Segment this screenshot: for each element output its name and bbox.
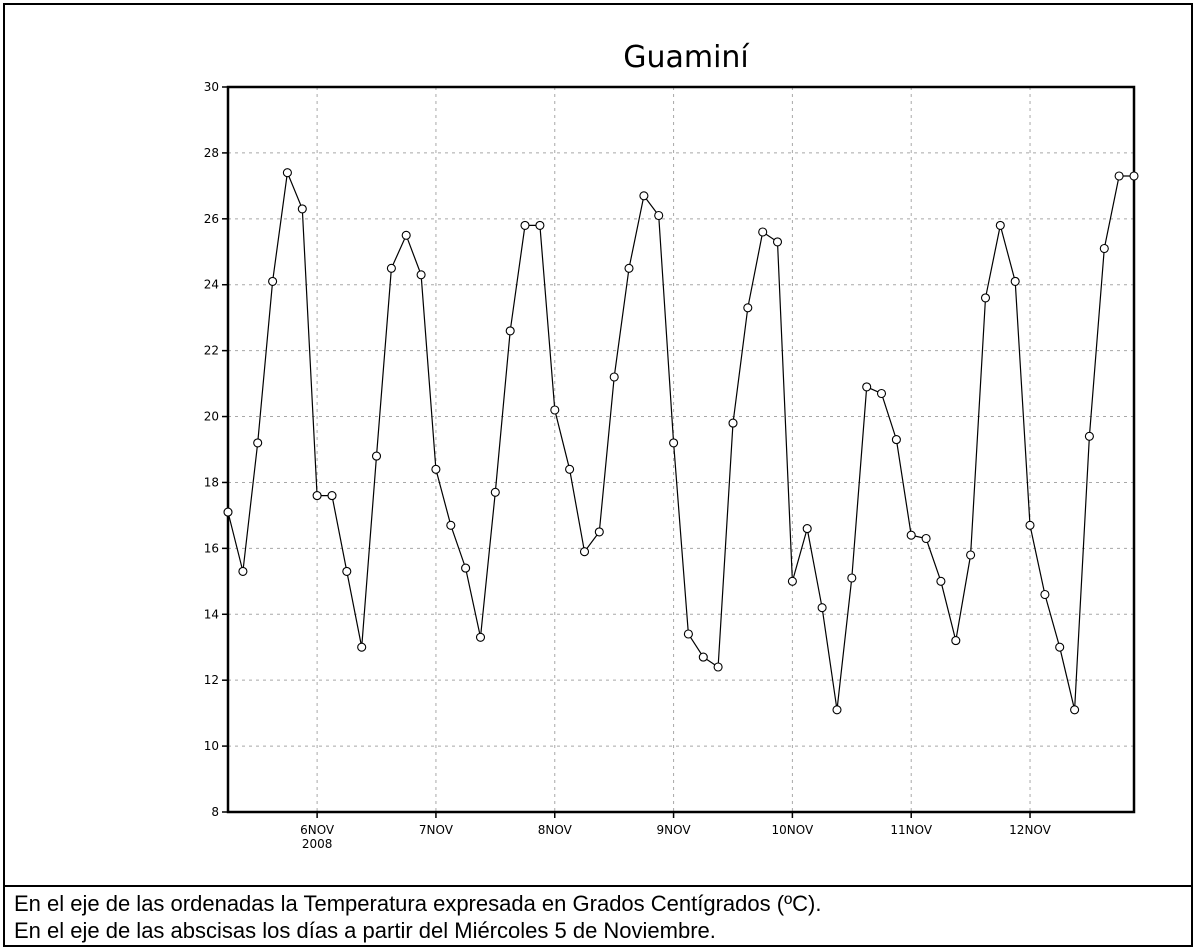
- y-axis-ticks: 8 10 12 14 16 18 20 22 24 26 28 30: [204, 80, 228, 819]
- data-point: [624, 263, 634, 273]
- y-tick-label: 18: [204, 475, 219, 489]
- x-tick-label: 7NOV: [419, 823, 454, 837]
- data-point: [327, 491, 337, 501]
- data-point: [980, 293, 991, 303]
- data-point: [475, 632, 486, 642]
- data-point: [401, 230, 411, 240]
- data-point: [669, 438, 679, 448]
- plot-area-border: [226, 85, 1136, 814]
- data-point: [520, 220, 530, 230]
- data-point: [654, 210, 664, 221]
- data-point: [357, 642, 367, 652]
- data-point: [1114, 171, 1124, 181]
- data-point: [253, 438, 263, 448]
- data-point: [876, 388, 887, 399]
- data-point: [832, 705, 842, 715]
- data-point: [446, 520, 456, 530]
- data-point: [238, 566, 248, 576]
- y-tick-label: 22: [204, 344, 219, 358]
- data-point: [1099, 243, 1109, 254]
- data-point: [906, 530, 916, 540]
- data-point: [282, 168, 292, 178]
- data-point: [951, 636, 961, 646]
- data-point: [1040, 589, 1050, 600]
- caption-line-1: En el eje de las ordenadas la Temperatur…: [14, 891, 822, 916]
- x-tick-label: 9NOV: [657, 823, 692, 837]
- data-point: [639, 191, 649, 201]
- data-point: [698, 652, 708, 662]
- data-point: [1070, 705, 1080, 715]
- y-tick-label: 26: [204, 212, 219, 226]
- data-point: [1084, 431, 1094, 441]
- data-point: [609, 372, 619, 382]
- x-tick-label: 8NOV: [538, 823, 573, 837]
- data-point: [1129, 171, 1139, 181]
- data-point: [1055, 642, 1065, 652]
- data-point: [1025, 520, 1035, 530]
- y-tick-label: 10: [204, 739, 219, 753]
- grid-lines: [228, 87, 1134, 812]
- data-point: [297, 204, 307, 214]
- axes: [226, 85, 1136, 814]
- y-tick-label: 14: [204, 607, 219, 621]
- y-tick-label: 20: [204, 410, 219, 424]
- y-tick-label: 12: [204, 673, 219, 687]
- data-point: [995, 220, 1005, 230]
- y-tick-label: 24: [204, 278, 219, 292]
- data-point: [728, 418, 738, 428]
- caption-line-2: En el eje de las abscisas los días a par…: [14, 918, 716, 943]
- data-point: [312, 491, 322, 501]
- data-point: [743, 303, 753, 313]
- x-tick-label: 11NOV: [890, 823, 932, 837]
- y-tick-label: 30: [204, 80, 219, 94]
- data-point: [594, 527, 604, 537]
- series-group: [223, 168, 1139, 715]
- data-point: [371, 451, 382, 461]
- data-point: [535, 220, 545, 230]
- data-point: [490, 487, 500, 497]
- y-tick-label: 16: [204, 541, 219, 555]
- data-point: [386, 263, 396, 273]
- data-point: [847, 573, 857, 583]
- x-tick-label: 12NOV: [1009, 823, 1051, 837]
- data-point: [431, 464, 441, 474]
- data-point: [921, 533, 931, 544]
- data-point: [565, 464, 575, 474]
- data-point: [505, 326, 515, 336]
- data-point: [1010, 276, 1020, 286]
- data-point: [936, 576, 946, 586]
- x-tick-label: 6NOV: [300, 823, 335, 837]
- data-point: [223, 507, 233, 517]
- data-point: [713, 662, 723, 672]
- data-point: [862, 382, 872, 392]
- data-point: [461, 563, 471, 573]
- data-point: [891, 435, 901, 445]
- data-point: [802, 524, 812, 534]
- data-point: [758, 227, 768, 237]
- series-line: [227, 170, 1134, 710]
- data-point: [683, 629, 693, 639]
- data-point: [550, 405, 560, 415]
- data-point: [966, 550, 976, 560]
- data-point: [342, 566, 352, 576]
- data-point: [787, 576, 797, 586]
- data-point: [817, 603, 827, 613]
- x-tick-year-label: 2008: [302, 837, 333, 851]
- figure-frame: [3, 3, 1193, 947]
- data-point: [772, 237, 783, 247]
- y-tick-label: 28: [204, 146, 219, 160]
- data-point: [416, 270, 426, 280]
- data-point: [579, 547, 590, 557]
- data-point: [268, 276, 278, 286]
- caption-divider: [3, 885, 1193, 887]
- x-tick-label: 10NOV: [772, 823, 814, 837]
- y-tick-label: 8: [211, 805, 219, 819]
- chart-title: Guaminí: [623, 40, 750, 75]
